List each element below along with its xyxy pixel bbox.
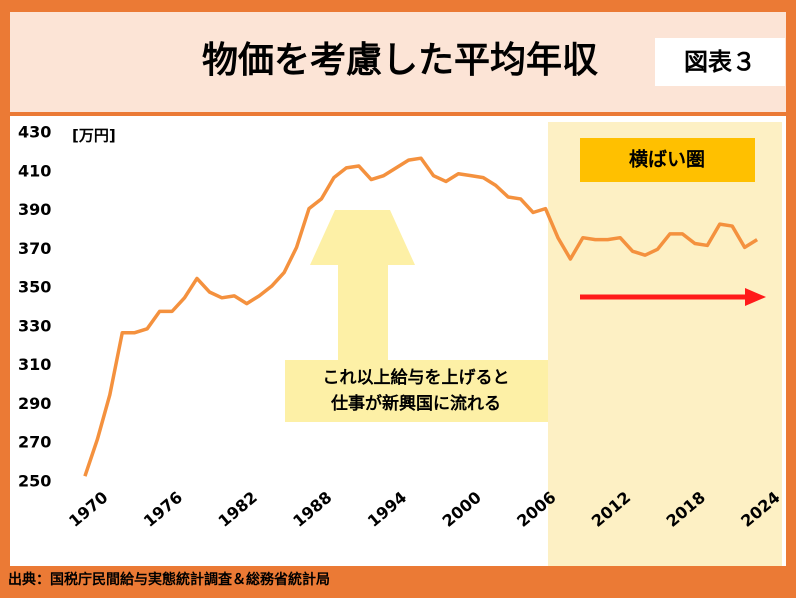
y-tick-label: 310 [18,355,51,374]
y-tick-label: 290 [18,394,51,413]
up-arrow [310,210,415,360]
figure-label-box [655,38,785,86]
annotation-box [285,360,548,422]
y-tick-label: 390 [18,200,51,219]
y-unit: [万円] [72,127,116,145]
y-tick-label: 350 [18,278,51,297]
figure-label: 図表３ [684,48,756,76]
y-tick-label: 270 [18,433,51,452]
flat-label-box [580,138,755,182]
flat-arrow-head [745,288,766,306]
y-tick-label: 410 [18,161,51,180]
y-tick-label: 430 [18,123,51,142]
y-tick-label: 330 [18,316,51,335]
y-tick-label: 250 [18,472,51,491]
annotation: 仕事が新興国に流れる [330,393,501,414]
flat-range [547,122,782,566]
data-line [83,156,759,477]
chart-title: 物価を考慮した平均年収 [202,40,598,81]
y-tick-label: 370 [18,239,51,258]
source: 出典：国税庁民間給与実態統計調査＆総務省統計局 [8,571,330,588]
annotation: これ以上給与を上げると [323,367,510,388]
flat-label: 横ばい圏 [629,148,705,171]
